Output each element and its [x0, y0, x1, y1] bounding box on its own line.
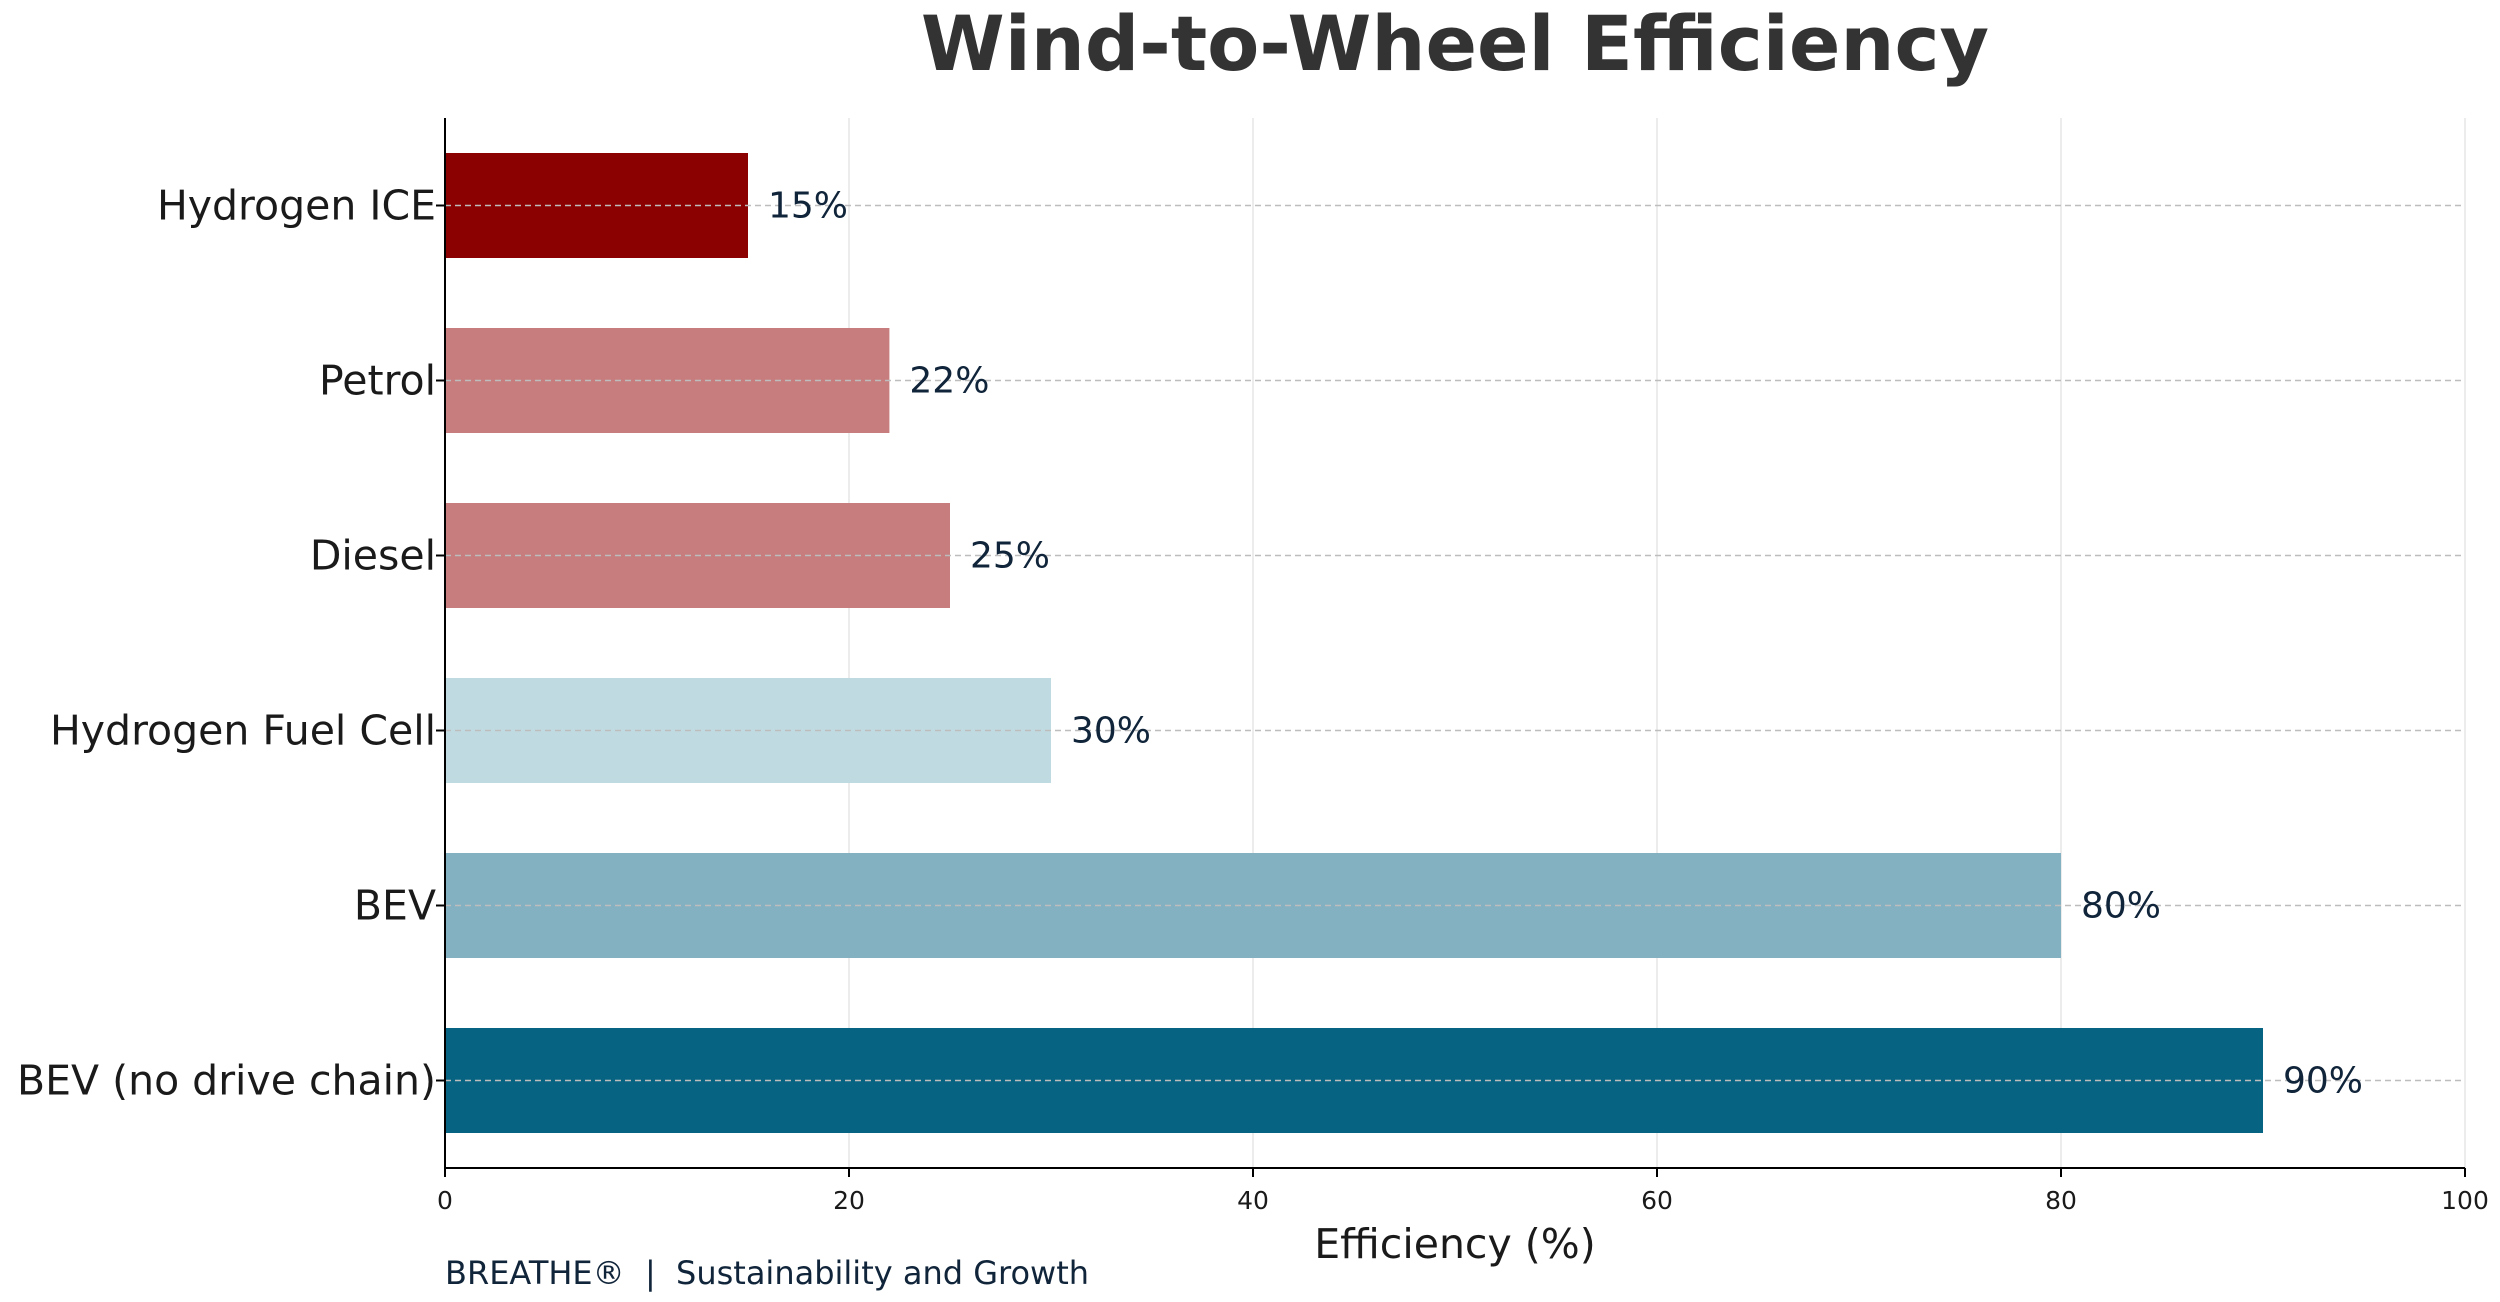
- axis-layer: 0 20 40 60 80 100: [436, 118, 2489, 1215]
- category-label: BEV: [354, 882, 436, 930]
- category-label: Petrol: [319, 357, 436, 405]
- footer-separator: |: [645, 1254, 656, 1292]
- footer-brand: BREATHE®: [445, 1254, 625, 1292]
- label-layer: Hydrogen ICE 15% Petrol 22% Diesel 25% Hydroge…: [17, 182, 2363, 1105]
- value-label: 22%: [909, 361, 989, 402]
- x-tick-label: 80: [2045, 1186, 2077, 1215]
- bar-layer: [445, 153, 2263, 1133]
- footer-tagline: Sustainability and Growth: [676, 1254, 1089, 1292]
- x-tick-label: 40: [1237, 1186, 1269, 1215]
- value-label: 90%: [2283, 1061, 2363, 1102]
- x-tick-label: 20: [833, 1186, 865, 1215]
- x-axis-label: Efficiency (%): [1314, 1220, 1595, 1268]
- category-label: BEV (no drive chain): [17, 1057, 436, 1105]
- value-label: 30%: [1071, 711, 1151, 752]
- x-tick-label: 60: [1641, 1186, 1673, 1215]
- x-tick-label: 100: [2441, 1186, 2489, 1215]
- chart-title: Wind-to-Wheel Efficiency: [921, 0, 1989, 88]
- grid-layer: [444, 118, 2466, 1168]
- bar: [445, 853, 2061, 958]
- value-label: 80%: [2081, 886, 2161, 927]
- value-label: 25%: [970, 536, 1050, 577]
- footer: BREATHE® | Sustainability and Growth: [445, 1254, 1089, 1292]
- category-label: Hydrogen ICE: [157, 182, 436, 230]
- category-label: Diesel: [310, 532, 436, 580]
- x-tick-label: 0: [437, 1186, 453, 1215]
- category-label: Hydrogen Fuel Cell: [50, 707, 436, 755]
- value-label: 15%: [768, 186, 848, 227]
- category-grid-layer: [445, 204, 2465, 1082]
